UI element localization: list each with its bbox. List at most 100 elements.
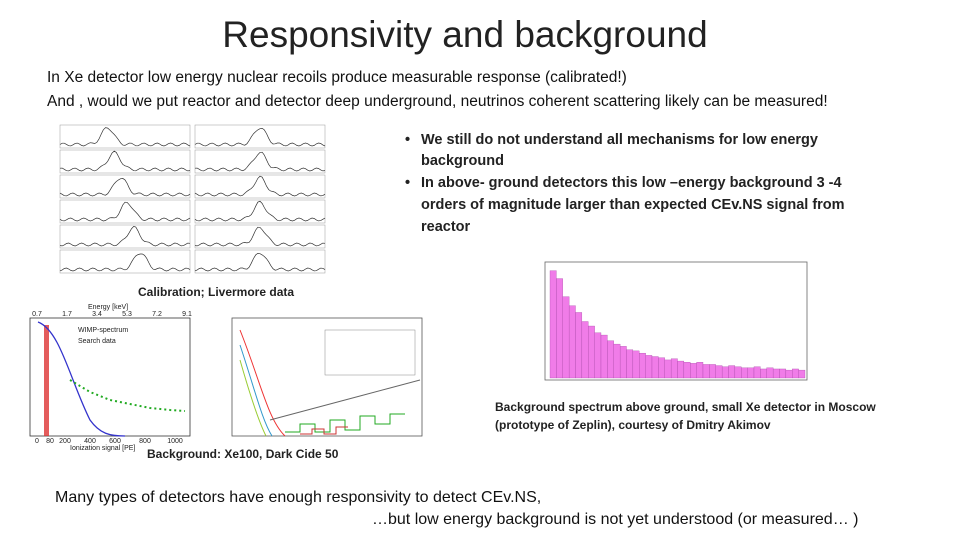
calibration-trace xyxy=(194,253,326,272)
calibration-trace xyxy=(194,151,326,172)
histogram-bar xyxy=(613,343,621,379)
histogram xyxy=(549,270,806,379)
calibration-panel xyxy=(194,224,326,249)
histogram-bar xyxy=(658,357,665,379)
decor-points xyxy=(69,379,186,412)
tick-label: 0.7 xyxy=(32,311,42,318)
calibration-trace xyxy=(59,253,191,272)
histogram-bar xyxy=(715,365,723,379)
caption: (prototype of Zeplin), courtesy of Dmitr… xyxy=(495,418,771,432)
decor-steps xyxy=(285,413,405,433)
calibration-panel xyxy=(59,149,191,174)
intro-line: And , would we put reactor and detector … xyxy=(47,93,828,110)
calibration-trace xyxy=(194,175,326,197)
calibration-panel xyxy=(194,249,326,274)
legend-box xyxy=(324,329,416,376)
calibration-trace xyxy=(59,178,191,197)
histogram-bar xyxy=(556,278,563,379)
decor-curve xyxy=(269,379,421,421)
caption: Background: Xe100, Dark Cide 50 xyxy=(147,447,339,461)
calibration-panel xyxy=(59,199,191,224)
histogram-bar xyxy=(709,364,716,379)
histogram-bar xyxy=(594,332,602,379)
calibration-panel xyxy=(59,249,191,274)
calibration-panel xyxy=(59,224,191,249)
calibration-image xyxy=(40,120,335,285)
histogram-bar xyxy=(696,362,704,379)
tick-label: 600 xyxy=(109,438,121,445)
calibration-panel xyxy=(194,124,326,149)
footer-line: …but low energy background is not yet un… xyxy=(372,511,859,528)
calibration-panel xyxy=(194,199,326,224)
histogram-bar xyxy=(683,362,691,379)
tick-label: 800 xyxy=(139,438,151,445)
histogram-bar xyxy=(753,366,761,379)
tick-label: 0 xyxy=(35,438,39,445)
calibration-trace xyxy=(59,150,191,172)
histogram-bar xyxy=(779,368,787,379)
bullet-line: background xyxy=(421,153,504,169)
decor-band xyxy=(44,325,49,436)
decor-steps xyxy=(300,426,348,435)
bullet-line: reactor xyxy=(421,219,471,235)
calibration-panel xyxy=(194,174,326,199)
histogram-bar xyxy=(772,368,780,379)
tick-label: 9.1 xyxy=(182,311,192,318)
tick-label: 7.2 xyxy=(152,311,162,318)
histogram-bar xyxy=(568,305,576,379)
histogram-bar xyxy=(702,364,710,379)
xe100-plot-frame xyxy=(29,317,191,437)
calibration-trace xyxy=(59,225,191,247)
calibration-trace xyxy=(194,128,326,147)
caption: Calibration; Livermore data xyxy=(138,285,295,299)
calibration-panel xyxy=(59,124,191,149)
calibration-trace xyxy=(59,201,191,222)
histogram-bar xyxy=(760,368,767,379)
histogram-bar xyxy=(639,352,646,379)
caption: Background spectrum above ground, small … xyxy=(495,400,876,414)
calibration-panel xyxy=(59,174,191,199)
bullet-line: We still do not understand all mechanism… xyxy=(421,132,818,148)
decor-curve xyxy=(37,321,126,437)
histogram-bar xyxy=(619,346,627,379)
tick-label: 5.3 xyxy=(122,311,132,318)
footer-line: Many types of detectors have enough resp… xyxy=(55,489,542,506)
histogram-bar xyxy=(766,367,774,379)
histogram-bar xyxy=(728,365,736,379)
tick-label: 80 xyxy=(46,438,54,445)
decor-curve xyxy=(239,344,273,437)
calibration-panels xyxy=(59,124,326,274)
bullet-line: In above- ground detectors this low –ene… xyxy=(421,175,842,191)
histogram-bar xyxy=(581,321,589,379)
histogram-bar xyxy=(645,355,653,379)
histogram-bar xyxy=(575,312,583,379)
histogram-bar xyxy=(549,270,557,379)
histogram-bar xyxy=(721,366,729,379)
histogram-bar xyxy=(664,359,672,379)
histogram-bar xyxy=(677,360,685,379)
histogram-bar xyxy=(798,369,806,379)
histogram-bar xyxy=(741,367,748,379)
tick-label: 1.7 xyxy=(62,311,72,318)
histogram-bar xyxy=(670,358,678,379)
decor-curve xyxy=(239,329,286,437)
histogram-bar xyxy=(792,368,799,379)
tick-label: 1000 xyxy=(167,438,183,445)
histogram-bar xyxy=(690,363,697,379)
histogram-bar xyxy=(562,296,570,379)
histogram-bar xyxy=(600,334,608,379)
histogram-bar xyxy=(747,367,755,379)
slide-title: Responsivity and background xyxy=(222,14,708,55)
tick-label: 400 xyxy=(84,438,96,445)
histogram-bar xyxy=(651,356,659,379)
histogram-bar xyxy=(785,369,793,379)
axis-label: Energy [keV] xyxy=(88,304,128,311)
tick-label: 3.4 xyxy=(92,311,102,318)
bullet-dot: • xyxy=(405,132,411,148)
calibration-panel xyxy=(194,149,326,174)
histogram-bar xyxy=(734,366,742,379)
histogram-bar xyxy=(588,325,595,379)
histogram-bar xyxy=(607,340,614,379)
